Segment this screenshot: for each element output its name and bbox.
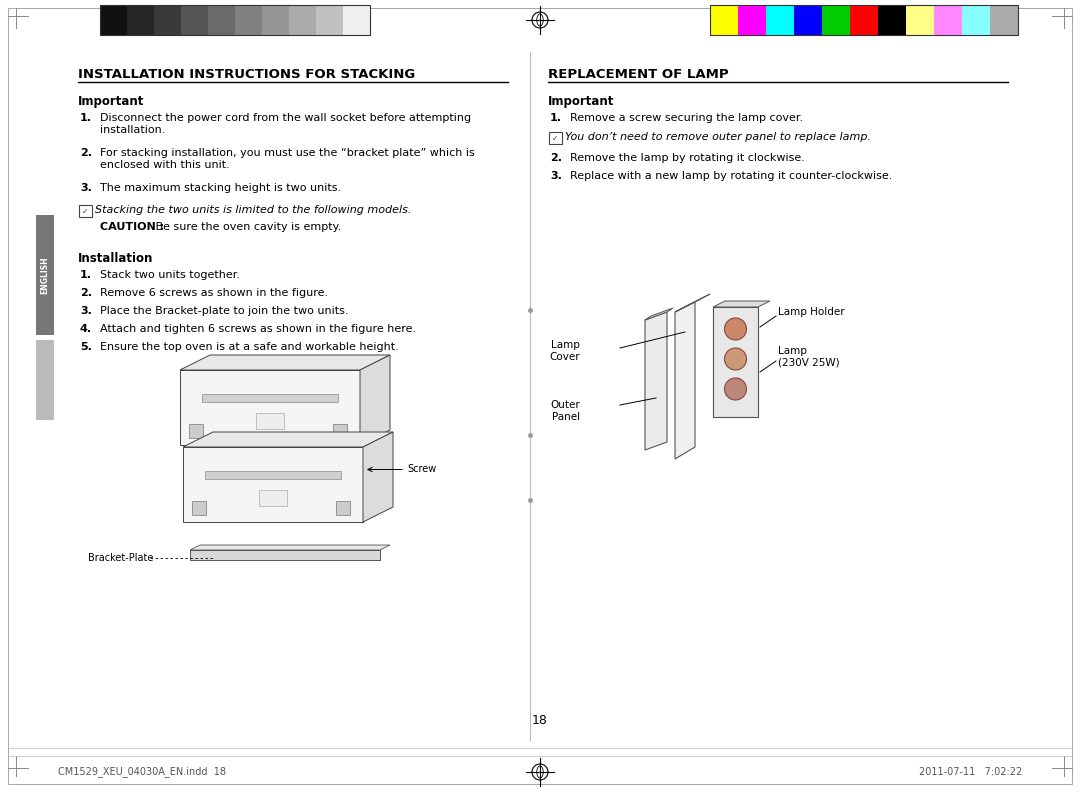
Text: Disconnect the power cord from the wall socket before attempting
installation.: Disconnect the power cord from the wall … [100,113,471,135]
Text: 1.: 1. [80,270,92,280]
Text: 1.: 1. [80,113,92,123]
Bar [710,5,738,35]
Bar [256,413,284,429]
Bar [189,424,203,437]
Polygon shape [645,312,667,450]
Polygon shape [675,302,696,459]
Bar [738,5,766,35]
Polygon shape [675,294,710,312]
Text: 3.: 3. [80,306,92,316]
Bar [343,5,370,35]
Bar [190,550,380,560]
Bar [906,5,934,35]
Bar [100,5,370,35]
Bar [36,340,54,420]
Text: 3.: 3. [80,183,92,193]
Polygon shape [713,301,770,307]
Polygon shape [363,432,393,522]
Polygon shape [183,432,393,447]
Bar [333,424,348,437]
Text: Attach and tighten 6 screws as shown in the figure here.: Attach and tighten 6 screws as shown in … [100,324,416,334]
Bar [766,5,794,35]
Text: 2.: 2. [80,148,92,158]
Text: Installation: Installation [78,252,153,265]
Bar [850,5,878,35]
Bar [990,5,1018,35]
Bar [79,205,92,217]
Bar [962,5,990,35]
Text: The maximum stacking height is two units.: The maximum stacking height is two units… [100,183,341,193]
Bar [710,5,1018,35]
Circle shape [725,318,746,340]
Text: Remove the lamp by rotating it clockwise.: Remove the lamp by rotating it clockwise… [570,153,805,163]
Bar [549,132,562,144]
Bar [192,501,206,515]
Bar [316,5,343,35]
Text: REPLACEMENT OF LAMP: REPLACEMENT OF LAMP [548,68,729,81]
Bar [336,501,350,515]
Text: Remove a screw securing the lamp cover.: Remove a screw securing the lamp cover. [570,113,804,123]
Text: Important: Important [548,95,615,108]
Text: 2.: 2. [80,288,92,298]
Circle shape [725,378,746,400]
Bar [262,5,289,35]
Text: 4.: 4. [80,324,92,334]
Text: INSTALLATION INSTRUCTIONS FOR STACKING: INSTALLATION INSTRUCTIONS FOR STACKING [78,68,415,81]
Text: 2.: 2. [550,153,562,163]
Polygon shape [360,355,390,445]
Bar [934,5,962,35]
Text: For stacking installation, you must use the “bracket plate” which is
enclosed wi: For stacking installation, you must use … [100,148,475,169]
Text: Outer
Panel: Outer Panel [550,400,580,421]
Text: 2011-07-11   7:02:22: 2011-07-11 7:02:22 [919,767,1022,777]
Bar [235,5,262,35]
Text: 1.: 1. [550,113,562,123]
Text: Important: Important [78,95,145,108]
Bar [713,307,758,417]
Text: Remove 6 screws as shown in the figure.: Remove 6 screws as shown in the figure. [100,288,328,298]
Polygon shape [645,308,673,320]
Text: Bracket-Plate: Bracket-Plate [87,553,153,563]
Bar [204,471,341,478]
Text: Lamp
(230V 25W): Lamp (230V 25W) [778,346,839,367]
Circle shape [725,348,746,370]
Text: Stack two units together.: Stack two units together. [100,270,240,280]
Bar [100,5,127,35]
Text: 18: 18 [532,714,548,726]
Text: ENGLISH: ENGLISH [41,256,50,294]
Bar [183,447,363,522]
Text: CM1529_XEU_04030A_EN.indd  18: CM1529_XEU_04030A_EN.indd 18 [58,767,226,778]
Bar [878,5,906,35]
Bar [127,5,154,35]
Text: Ensure the top oven is at a safe and workable height.: Ensure the top oven is at a safe and wor… [100,342,399,352]
Text: Lamp Holder: Lamp Holder [778,307,845,317]
Text: Replace with a new lamp by rotating it counter-clockwise.: Replace with a new lamp by rotating it c… [570,171,892,181]
Bar [822,5,850,35]
Polygon shape [190,545,390,550]
Text: Lamp
Cover: Lamp Cover [550,340,580,362]
Text: You don’t need to remove outer panel to replace lamp.: You don’t need to remove outer panel to … [565,132,870,142]
Text: CAUTION :: CAUTION : [100,222,164,232]
Text: 3.: 3. [550,171,562,181]
Bar [36,215,54,335]
Text: Stacking the two units is limited to the following models.: Stacking the two units is limited to the… [95,205,411,215]
Bar [154,5,181,35]
Bar [289,5,316,35]
Bar [794,5,822,35]
Bar [181,5,208,35]
Text: ✓: ✓ [81,207,87,216]
Bar [180,370,360,445]
Polygon shape [180,355,390,370]
Text: Be sure the oven cavity is empty.: Be sure the oven cavity is empty. [152,222,341,232]
Text: Screw: Screw [407,464,436,474]
Text: 5.: 5. [80,342,92,352]
Bar [258,489,287,506]
Bar [202,394,338,402]
Text: ✓: ✓ [552,134,558,143]
Text: Place the Bracket-plate to join the two units.: Place the Bracket-plate to join the two … [100,306,349,316]
Bar [208,5,235,35]
